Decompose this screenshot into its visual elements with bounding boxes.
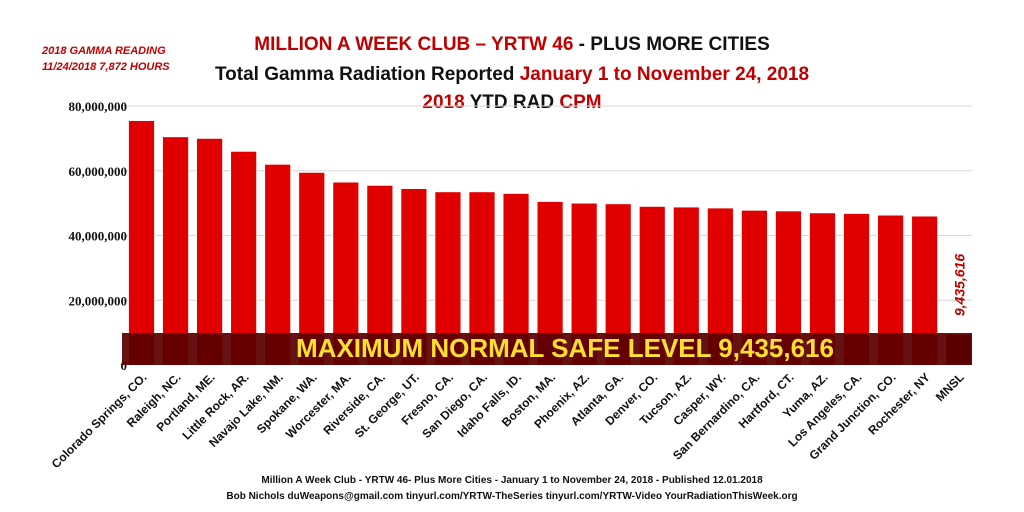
mnsl-value-label: 9,435,616 bbox=[952, 254, 968, 316]
title-year: 2018 bbox=[422, 92, 465, 113]
y-tick-label: 0 bbox=[121, 358, 128, 373]
bar-5 bbox=[298, 171, 326, 366]
title-line-1: MILLION A WEEK CLUB – YRTW 46 - PLUS MOR… bbox=[0, 34, 1024, 56]
title-line-2: Total Gamma Radiation Reported January 1… bbox=[0, 64, 1024, 86]
x-tick-label: Rochester, NY bbox=[865, 370, 932, 437]
title-ytd-rad: YTD RAD bbox=[464, 92, 560, 113]
y-tick-label: 80,000,000 bbox=[69, 99, 128, 114]
bar-1 bbox=[162, 136, 189, 366]
bar-0 bbox=[128, 120, 155, 366]
y-tick-label: 40,000,000 bbox=[69, 229, 128, 244]
safe-level-banner bbox=[122, 333, 972, 365]
title-total-gamma: Total Gamma Radiation Reported bbox=[214, 64, 520, 85]
bar-3 bbox=[230, 150, 258, 366]
y-tick-label: 20,000,000 bbox=[69, 293, 128, 308]
title-more-cities: - PLUS MORE CITIES bbox=[573, 34, 770, 55]
footer-line-1: Million A Week Club - YRTW 46- Plus More… bbox=[261, 475, 763, 486]
y-tick-label: 60,000,000 bbox=[69, 164, 128, 179]
title-date-range: January 1 to November 24, 2018 bbox=[519, 64, 810, 85]
safe-level-banner-text: MAXIMUM NORMAL SAFE LEVEL 9,435,616 bbox=[296, 333, 834, 363]
gamma-reading-note: 2018 GAMMA READING bbox=[42, 45, 166, 57]
hours-note: 11/24/2018 7,872 HOURS bbox=[42, 61, 170, 73]
footer-line-2: Bob Nichols duWeapons@gmail.com tinyurl.… bbox=[226, 491, 798, 502]
title-line-3: 2018 YTD RAD CPM bbox=[0, 92, 1024, 114]
title-cpm: CPM bbox=[559, 92, 602, 113]
bar-4 bbox=[264, 163, 292, 366]
x-tick-label: MNSL bbox=[933, 370, 967, 404]
title-club-name: MILLION A WEEK CLUB – YRTW 46 bbox=[254, 34, 574, 55]
bar-2 bbox=[196, 137, 224, 366]
